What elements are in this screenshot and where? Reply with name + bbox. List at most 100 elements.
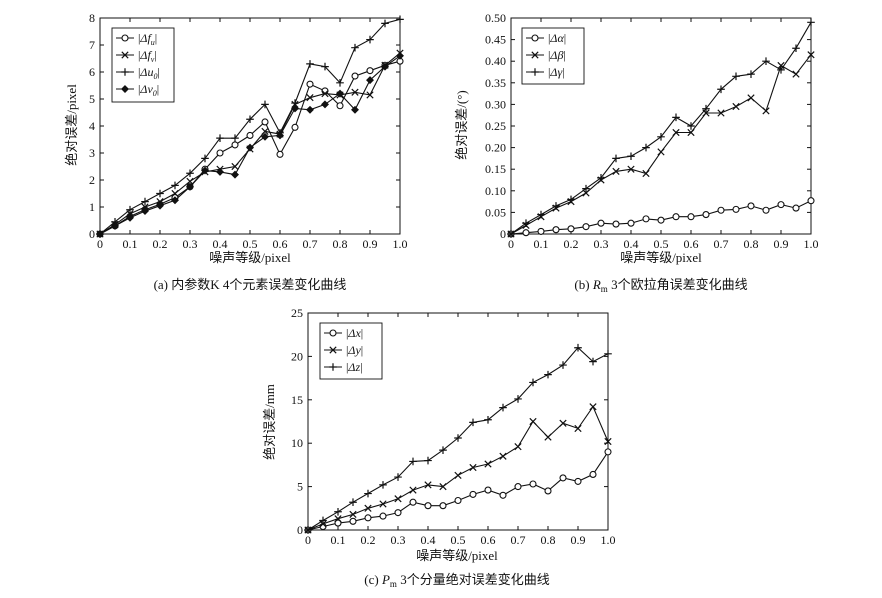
panel-a-series-3-point — [366, 76, 374, 85]
panel-a-legend-marker-1 — [121, 51, 129, 59]
panel-b-series-1-point — [687, 128, 695, 137]
panel-b-y-tick-label: 0.25 — [485, 119, 506, 133]
panel-c-x-tick-label: 0.1 — [331, 533, 346, 547]
panel-a-series-3-point — [111, 221, 119, 230]
panel-c-x-tick-label: 0.3 — [391, 533, 406, 547]
panel-c-series-1-point — [454, 471, 462, 479]
panel-a-series-1-point — [306, 94, 314, 102]
panel-c-caption-symbol: P — [381, 572, 390, 587]
panel-a-legend-label-1: |Δfv| — [138, 48, 157, 64]
panel-a-series-3-point — [126, 213, 134, 222]
panel-a-y-tick-label: 3 — [89, 146, 95, 160]
panel-c-y-tick-label: 5 — [297, 480, 303, 494]
panel-a-y-tick-label: 8 — [89, 11, 95, 25]
panel-c-series-2-point — [454, 434, 462, 442]
panel-a-x-axis-title: 噪声等级/pixel — [209, 250, 291, 265]
panel-c-x-tick-label: 0.8 — [541, 533, 556, 547]
panel-b-series-2-point — [507, 230, 515, 238]
panel-b-series-2-point — [762, 57, 770, 65]
panel-a-series-2-point — [366, 35, 374, 44]
panel-c-series-2-point — [514, 395, 522, 403]
panel-b-series-2-point — [597, 174, 605, 182]
panel-a-y-tick-label: 4 — [89, 119, 95, 133]
panel-c-y-tick-label: 15 — [291, 393, 303, 407]
panel-b-series-2-point — [522, 219, 530, 227]
panel-b-series-0-point — [537, 227, 545, 235]
panel-a-series-2-point — [201, 154, 209, 163]
panel-b-legend-marker-2 — [531, 68, 539, 76]
panel-c-series-2-point — [319, 516, 327, 525]
panel-b-legend: |Δα| |Δβ| |Δγ| — [521, 27, 585, 85]
panel-c-legend-marker-1 — [329, 346, 337, 354]
panel-a-legend-label-3: |Δv0| — [138, 82, 159, 98]
panel-b-series-1-point — [672, 128, 680, 137]
panel-c-y-tick-label: 10 — [291, 436, 303, 450]
panel-a-series-0-point — [246, 131, 254, 139]
panel-c-series-1-point — [334, 515, 342, 523]
panel-b-series-2-point — [657, 133, 665, 141]
panel-b-series-0-point — [777, 201, 785, 209]
panel-a-x-tick-label: 0.5 — [243, 237, 258, 251]
panel-c-plot-area: 0 0.1 0.2 0.3 0.4 0.5 0.6 0.7 0.8 0.9 1.0 0 5 10 15 20 2… — [291, 306, 616, 547]
panel-a-x-tick-label: 0.4 — [213, 237, 228, 251]
panel-b-series-1-point — [642, 169, 650, 178]
panel-b-series-0-point — [792, 204, 800, 212]
panel-c-x-axis-title: 噪声等级/pixel — [416, 548, 498, 563]
panel-a-legend-marker-2 — [121, 68, 129, 76]
panel-c-series-0-point — [589, 470, 597, 478]
panel-c-series-2-point — [379, 481, 387, 489]
panel-a-series-0-point — [336, 102, 344, 110]
panel-a-series-3-point — [396, 51, 404, 60]
panel-a-series-3-point — [246, 143, 254, 152]
panel-b-x-tick-label: 0.3 — [594, 237, 609, 251]
panel-c-series-0-point — [514, 483, 522, 491]
panel-c-caption-suffix: 3个分量绝对误差变化曲线 — [397, 572, 550, 587]
panel-a-series-3-point — [201, 166, 209, 175]
panel-c-series-2-point — [484, 415, 492, 424]
panel-c-series-0-point — [499, 491, 507, 499]
panel-a-series-3-point — [351, 105, 359, 114]
panel-a-series-0-point — [261, 118, 269, 126]
panel-b-y-tick-label: 0.10 — [485, 184, 506, 198]
panel-c-x-tick-label: 0 — [305, 533, 311, 547]
panel-b-series-2-point — [552, 202, 560, 210]
panel-b-series-2-point — [732, 72, 740, 81]
panel-b-legend-label-0: |Δα| — [548, 31, 566, 45]
panel-c-series-0-point — [604, 448, 612, 456]
panel-b-series-0-point — [687, 213, 695, 221]
panel-a-y-tick-label: 1 — [89, 200, 95, 214]
panel-b-legend-label-2: |Δγ| — [548, 65, 565, 79]
panel-b-series-2-point — [687, 122, 695, 130]
panel-c-series-2-point — [559, 361, 567, 369]
panel-a-x-tick-label: 0.1 — [123, 237, 138, 251]
panel-c-series-1-point — [424, 481, 432, 489]
panel-a-series-0-point — [366, 67, 374, 75]
panel-c-series-0-point — [469, 490, 477, 498]
panel-c-series-2-point — [424, 456, 432, 465]
panel-c-y-tick-label: 20 — [291, 349, 303, 363]
panel-c-series-1-point — [514, 443, 522, 451]
panel-b-y-tick-label: 0.50 — [485, 11, 506, 25]
panel-c-series-2-point — [304, 526, 312, 534]
panel-a-plot-area: 0 0.1 0.2 0.3 0.4 0.5 0.6 0.7 0.8 0.9 1.0 0 1 2 3 4 5 6 7 8… — [89, 11, 408, 251]
panel-b-series-0-point — [717, 206, 725, 214]
panel-a-series-1-point — [231, 162, 239, 171]
panel-c-series-2-point — [334, 507, 342, 516]
panel-c-series-1-point — [499, 452, 507, 460]
panel-b-series-0-point — [612, 220, 620, 228]
panel-a-series-0-point — [216, 149, 224, 157]
panel-a-series-2-point — [381, 19, 389, 28]
panel-b-series-1-point — [807, 51, 815, 59]
panel-c-x-tick-label: 0.7 — [511, 533, 526, 547]
panel-a-x-tick-label: 0 — [97, 237, 103, 251]
panel-c-x-tick-label: 1.0 — [601, 533, 616, 547]
panel-c-series-1-point — [379, 500, 387, 508]
panel-c-series-2-point — [409, 457, 417, 466]
panel-b-legend-marker-0 — [531, 34, 539, 42]
panel-c-series-1-point — [604, 437, 612, 446]
panel-b-series-2-point — [642, 143, 650, 152]
panel-a-series-0-point — [306, 80, 314, 88]
panel-c-series-0-point — [439, 502, 447, 510]
panel-c-series-0-point — [424, 502, 432, 510]
panel-a-legend-marker-3 — [121, 85, 129, 93]
